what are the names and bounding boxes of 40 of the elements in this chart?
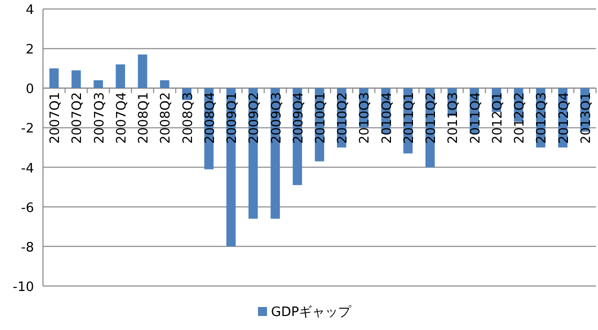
x-tick-label: 2010Q4	[380, 92, 395, 144]
x-tick-label: 2011Q4	[468, 92, 484, 144]
x-tick-label: 2011Q3	[446, 92, 462, 144]
x-tick-label: 2007Q4	[114, 92, 130, 144]
x-tick-label: 2008Q4	[202, 92, 218, 144]
x-tick-label: 2012Q1	[490, 92, 506, 144]
x-tick-label: 2009Q3	[269, 92, 284, 144]
x-tick-label: 2007Q3	[92, 92, 108, 144]
y-tick-label: -4	[21, 161, 34, 176]
x-tick-label: 2007Q2	[70, 92, 86, 144]
bar	[49, 68, 59, 88]
x-tick-label: 2013Q1	[578, 92, 594, 144]
x-tick-label: 2008Q3	[180, 92, 196, 144]
x-tick-label: 2009Q4	[291, 92, 306, 144]
y-tick-label: -8	[21, 240, 34, 256]
y-tick-label: -10	[12, 280, 34, 295]
x-tick-label: 2011Q1	[402, 92, 417, 144]
bar	[160, 80, 170, 88]
x-tick-label: 2010Q3	[358, 92, 373, 144]
x-tick-label: 2008Q2	[158, 92, 174, 144]
x-tick-label: 2008Q1	[136, 92, 152, 144]
x-tick-label: 2007Q1	[48, 92, 64, 144]
bar	[72, 70, 81, 88]
bar	[116, 64, 126, 88]
x-tick-label: 2012Q2	[512, 92, 528, 144]
bar	[138, 54, 148, 88]
x-tick-label: 2012Q3	[534, 92, 550, 144]
bar	[94, 80, 103, 88]
x-tick-label: 2009Q1	[225, 92, 240, 144]
x-tick-label: 2011Q2	[424, 92, 440, 144]
y-tick-label: -6	[21, 200, 34, 216]
x-tick-label: 2009Q2	[247, 92, 262, 144]
x-tick-label: 2010Q2	[336, 92, 351, 144]
legend-label: GDPギャップ	[271, 305, 352, 320]
y-tick-label: 4	[26, 3, 34, 18]
y-tick-label: 2	[26, 42, 34, 58]
x-tick-label: 2010Q1	[314, 92, 328, 144]
y-tick-label: 0	[26, 82, 34, 98]
y-tick-label: -2	[21, 122, 34, 137]
x-tick-label: 2012Q4	[556, 92, 572, 144]
